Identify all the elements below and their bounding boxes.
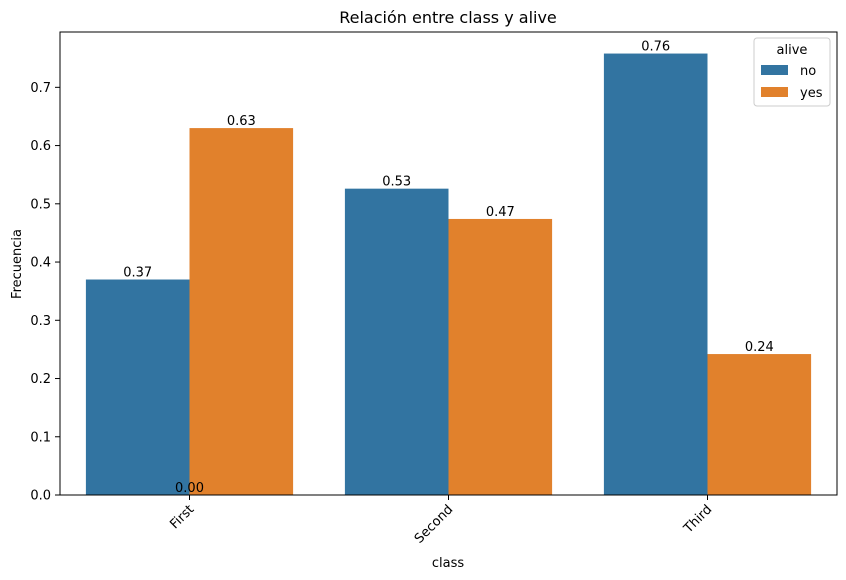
- x-axis-label: class: [432, 556, 464, 571]
- y-tick-label: 0.7: [30, 81, 51, 96]
- bar-label-first-yes: 0.63: [227, 114, 256, 129]
- bar-label-second-no: 0.53: [382, 175, 411, 190]
- legend-swatch-no: [761, 65, 788, 75]
- y-tick-label: 0.2: [30, 372, 51, 387]
- bar-label-third-yes: 0.24: [745, 340, 774, 355]
- legend-label-yes: yes: [800, 86, 823, 101]
- bar-label-third-no: 0.76: [641, 40, 670, 55]
- bar-second-yes: [448, 218, 553, 495]
- y-tick-label: 0.4: [30, 256, 51, 271]
- y-tick-label: 0.5: [30, 197, 51, 212]
- x-tick-label: First: [167, 502, 197, 532]
- x-axis: First Second Third: [167, 495, 715, 547]
- bar-first-no: [85, 279, 190, 495]
- legend-swatch-yes: [761, 87, 788, 97]
- bar-first-yes: [189, 128, 294, 495]
- y-tick-label: 0.3: [30, 314, 51, 329]
- x-tick-label: Second: [412, 502, 456, 546]
- legend: alive no yes: [753, 37, 831, 107]
- legend-label-no: no: [800, 64, 816, 79]
- plot-frame: [59, 31, 838, 496]
- bar-second-no: [344, 188, 449, 495]
- bar-third-no: [603, 53, 708, 495]
- y-tick-label: 0.6: [30, 139, 51, 154]
- x-tick-label: Third: [681, 502, 716, 537]
- y-tick-label: 0.0: [30, 489, 51, 504]
- y-tick-label: 0.1: [30, 430, 51, 445]
- chart-title: Relación entre class y alive: [339, 8, 557, 27]
- legend-title: alive: [777, 43, 808, 58]
- y-axis-label: Frecuencia: [10, 229, 25, 299]
- extra-annotation-first: 0.00: [175, 481, 204, 496]
- plot-area: 0.37 0.63 0.00 0.53 0.47 0.76 0.24: [85, 40, 812, 496]
- y-axis: 0.0 0.1 0.2 0.3 0.4 0.5 0.6 0.7: [30, 81, 60, 504]
- bar-label-second-yes: 0.47: [486, 205, 515, 220]
- bar-label-first-no: 0.37: [123, 266, 152, 281]
- bar-third-yes: [707, 354, 812, 495]
